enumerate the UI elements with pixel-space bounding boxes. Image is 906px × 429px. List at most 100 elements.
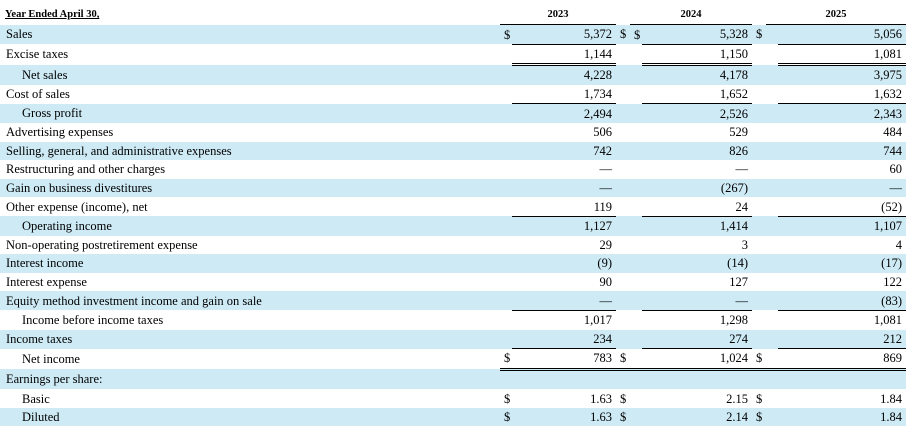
- header-row: Year Ended April 30, 2023 2024 2025: [0, 6, 906, 25]
- table-row: Income before income taxes 1,017 1,298 1…: [0, 310, 906, 329]
- row-label: Sales: [0, 24, 500, 45]
- cell-value: 826: [642, 141, 752, 161]
- table-row: Equity method investment income and gain…: [0, 291, 906, 311]
- currency-symbol: $: [752, 348, 766, 371]
- cell-value: 1,734: [512, 84, 616, 105]
- cell-value: 4,178: [642, 64, 752, 85]
- cell-value: 1,081: [873, 313, 902, 328]
- cell-value: 1,150: [642, 44, 752, 67]
- table-row: Basic $ 1.63 $ 2.15 $ 1.84: [0, 389, 906, 408]
- table-row: Interest income (9) (14) (17): [0, 254, 906, 273]
- currency-symbol: $: [500, 348, 512, 371]
- cell-value: 2,526: [642, 103, 752, 123]
- row-label: Net income: [22, 351, 80, 366]
- row-label: Interest expense: [6, 275, 87, 290]
- table-row: Operating income 1,127 1,414 1,107: [0, 216, 906, 236]
- cell-value: —: [512, 291, 616, 311]
- cell-value: 127: [729, 275, 748, 290]
- cell-value: 234: [512, 329, 616, 350]
- cell-value: 783: [512, 348, 616, 371]
- cell-value: 2.15: [726, 391, 748, 406]
- cell-value: 2,343: [778, 103, 906, 123]
- table-row: Non-operating postretirement expense 29 …: [0, 236, 906, 255]
- cell-value: 1.63: [590, 391, 612, 406]
- table-row: Cost of sales 1,734 1,652 1,632: [0, 84, 906, 105]
- cell-value: 2.14: [642, 407, 752, 427]
- cell-value: —: [599, 162, 613, 177]
- row-label: Diluted: [0, 407, 500, 427]
- currency-symbol: $: [504, 391, 511, 406]
- cell-value: 5,056: [778, 24, 906, 45]
- period-header: Year Ended April 30,: [5, 9, 100, 21]
- cell-value: 212: [778, 329, 906, 350]
- cell-value: 742: [512, 141, 616, 161]
- row-label: Basic: [22, 391, 50, 406]
- cell-value: 1,127: [512, 216, 616, 236]
- cell-value: 29: [599, 237, 613, 252]
- currency-symbol: $: [500, 24, 512, 45]
- year-header: 2023: [500, 6, 616, 25]
- row-label: Excise taxes: [6, 47, 69, 62]
- cell-value: 122: [883, 275, 902, 290]
- cell-value: 274: [642, 329, 752, 350]
- cell-value: —: [642, 291, 752, 311]
- cell-value: 1.84: [880, 391, 902, 406]
- cell-value: 5,372: [512, 24, 616, 45]
- cell-value: 1,017: [583, 313, 612, 328]
- currency-symbol: $: [616, 348, 630, 371]
- table-row: Diluted $ 1.63 $ 2.14 $ 1.84: [0, 407, 906, 427]
- cell-value: 1,144: [512, 44, 616, 67]
- row-label: Income taxes: [0, 329, 500, 349]
- cell-value: 1.84: [778, 407, 906, 427]
- row-label: Other expense (income), net: [6, 199, 148, 214]
- table-row: Excise taxes 1,144 1,150 1,081: [0, 44, 906, 67]
- cell-value: 484: [883, 125, 902, 140]
- year-header: 2024: [630, 6, 752, 25]
- row-label: Earnings per share:: [0, 369, 500, 390]
- table-row: Restructuring and other charges — — 60: [0, 160, 906, 179]
- cell-value: 119: [512, 197, 616, 217]
- cell-value: 506: [593, 125, 612, 140]
- cell-value: 1,652: [642, 84, 752, 105]
- currency-symbol: $: [620, 391, 627, 406]
- currency-symbol: $: [616, 24, 630, 45]
- cell-value: 3,975: [778, 64, 906, 85]
- row-label: Gross profit: [0, 103, 500, 123]
- cell-value: 869: [778, 348, 906, 371]
- cell-value: 2,494: [512, 103, 616, 123]
- cell-value: 1,632: [778, 84, 906, 105]
- currency-symbol: $: [752, 24, 766, 45]
- cell-value: —: [512, 178, 616, 198]
- cell-value: (83): [778, 291, 906, 311]
- currency-symbol: $: [752, 407, 766, 427]
- row-label: Advertising expenses: [6, 125, 114, 140]
- currency-symbol: $: [616, 407, 630, 427]
- cell-value: —: [735, 162, 749, 177]
- cell-value: (52): [778, 197, 906, 217]
- cell-value: 3: [741, 237, 748, 252]
- row-label: Operating income: [0, 216, 500, 236]
- row-label: Income before income taxes: [22, 312, 164, 327]
- cell-value: 1,298: [719, 313, 748, 328]
- table-row: Gain on business divestitures — (267) —: [0, 178, 906, 198]
- cell-value: 90: [599, 275, 613, 290]
- row-label: Gain on business divestitures: [0, 178, 500, 198]
- table-row: Net income $ 783 $ 1,024 $ 869: [0, 348, 906, 371]
- currency-symbol: $: [630, 24, 642, 45]
- currency-symbol: $: [756, 391, 763, 406]
- table-row: Net sales 4,228 4,178 3,975: [0, 64, 906, 85]
- cell-value: 4,228: [512, 64, 616, 85]
- table-row: Other expense (income), net 119 24 (52): [0, 197, 906, 217]
- row-label: Equity method investment income and gain…: [0, 291, 500, 311]
- cell-value: 24: [642, 197, 752, 217]
- cell-value: 1,414: [642, 216, 752, 236]
- cell-value: (14): [642, 254, 752, 273]
- currency-symbol: $: [500, 407, 512, 427]
- row-label: Restructuring and other charges: [6, 162, 166, 177]
- cell-value: (17): [778, 254, 906, 273]
- cell-value: 1,024: [642, 348, 752, 371]
- cell-value: 529: [729, 125, 748, 140]
- table-row: Interest expense 90 127 122: [0, 273, 906, 292]
- table-row: Advertising expenses 506 529 484: [0, 123, 906, 142]
- table-row: Selling, general, and administrative exp…: [0, 141, 906, 161]
